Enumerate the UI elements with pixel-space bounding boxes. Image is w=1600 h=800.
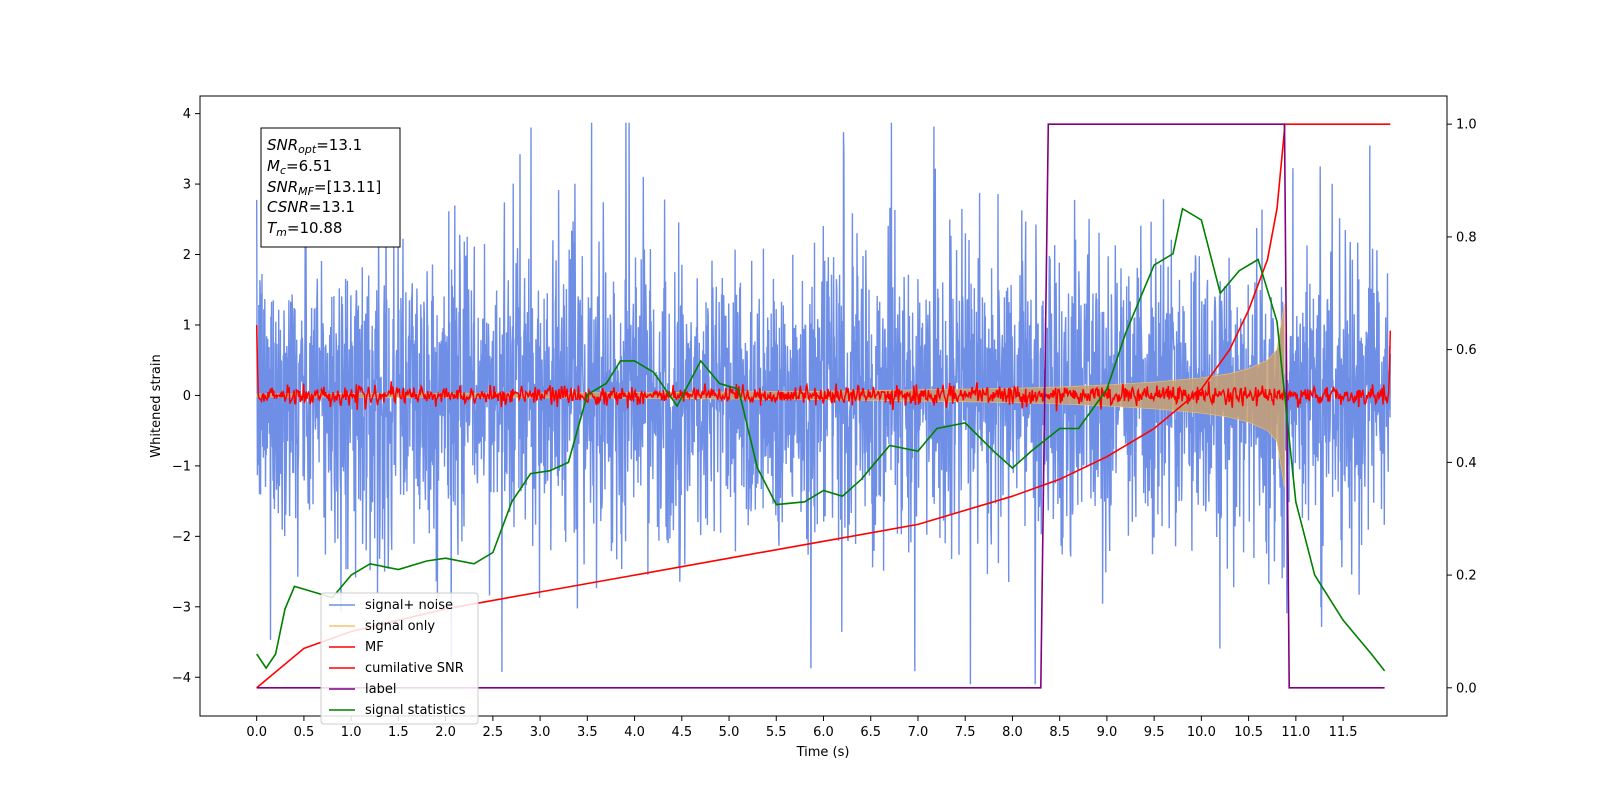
x-tick-label: 2.5	[483, 725, 504, 740]
legend-label-label: label	[365, 682, 396, 697]
x-tick-label: 6.5	[860, 725, 881, 740]
series-label	[256, 123, 1385, 689]
x-tick-label: 5.5	[766, 725, 787, 740]
x-tick-label: 11.0	[1281, 725, 1310, 740]
y-right-tick-label: 0.6	[1456, 343, 1477, 358]
x-axis-label: Time (s)	[796, 745, 850, 760]
y-right-tick-label: 1.0	[1456, 118, 1477, 133]
x-tick-label: 4.5	[671, 725, 692, 740]
x-tick-label: 1.5	[388, 725, 409, 740]
annotation-mc: Mc=6.51	[267, 157, 332, 177]
legend: signal+ noise signal only MF cumilative …	[320, 592, 479, 725]
plot-area	[255, 122, 1392, 689]
annotation-tm: Tm=10.88	[267, 219, 342, 239]
legend-box	[320, 592, 479, 725]
annotation-snr-mf: SNRMF=[13.11]	[267, 178, 381, 198]
x-tick-label: 1.0	[341, 725, 362, 740]
stats-annotation: SNRopt=13.1 Mc=6.51 SNRMF=[13.11] CSNR=1…	[260, 127, 401, 248]
x-tick-label: 9.0	[1097, 725, 1118, 740]
x-tick-label: 0.5	[294, 725, 315, 740]
y-left-tick-label: 3	[183, 178, 191, 193]
y-right-tick-label: 0.4	[1456, 456, 1477, 471]
x-axis-ticks: 0.0 0.5 1.0 1.5 2.0 2.5 3.0 3.5 4.0 4.5 5.0 5.5 6.0 6…	[246, 716, 1358, 740]
annotation-csnr: CSNR=13.1	[267, 198, 355, 216]
legend-label-signal-statistics: signal statistics	[365, 703, 466, 718]
x-tick-label: 8.5	[1049, 725, 1070, 740]
x-tick-label: 10.0	[1187, 725, 1216, 740]
x-tick-label: 5.0	[719, 725, 740, 740]
x-tick-label: 10.5	[1234, 725, 1263, 740]
x-tick-label: 3.0	[530, 725, 551, 740]
y-left-tick-label: −2	[172, 530, 191, 545]
annotation-box	[260, 127, 401, 248]
legend-label-cumulative-snr: cumilative SNR	[365, 661, 464, 676]
x-tick-label: 9.5	[1144, 725, 1165, 740]
y-left-tick-label: 0	[183, 389, 191, 404]
y-left-tick-label: −4	[172, 671, 191, 686]
legend-label-signal-only: signal only	[365, 619, 435, 634]
y-axis-right-ticks: 1.0 0.8 0.6 0.4 0.2 0.0	[1447, 118, 1477, 696]
x-tick-label: 2.0	[435, 725, 456, 740]
y-left-tick-label: −1	[172, 459, 191, 474]
x-tick-label: 6.0	[813, 725, 834, 740]
y-axis-left-ticks: 4 3 2 1 0 −1 −2 −3 −4	[172, 107, 200, 686]
x-tick-label: 8.0	[1002, 725, 1023, 740]
x-tick-label: 7.0	[908, 725, 929, 740]
x-tick-label: 0.0	[246, 725, 267, 740]
annotation-snr-opt: SNRopt=13.1	[267, 136, 362, 156]
legend-label-mf: MF	[365, 640, 384, 655]
y-right-tick-label: 0.8	[1456, 230, 1477, 245]
y-axis-label: Whitened strain	[149, 354, 164, 457]
x-tick-label: 3.5	[577, 725, 598, 740]
y-right-tick-label: 0.2	[1456, 569, 1477, 584]
y-right-tick-label: 0.0	[1456, 681, 1477, 696]
y-left-tick-label: −3	[172, 600, 191, 615]
y-left-tick-label: 1	[183, 318, 191, 333]
series-mf	[255, 324, 1392, 412]
y-left-tick-label: 4	[183, 107, 191, 122]
legend-label-signal-noise: signal+ noise	[365, 598, 453, 613]
y-left-tick-label: 2	[183, 248, 191, 263]
x-tick-label: 11.5	[1329, 725, 1358, 740]
x-tick-label: 7.5	[955, 725, 976, 740]
x-tick-label: 4.0	[624, 725, 645, 740]
series-signal-statistics	[256, 207, 1386, 672]
